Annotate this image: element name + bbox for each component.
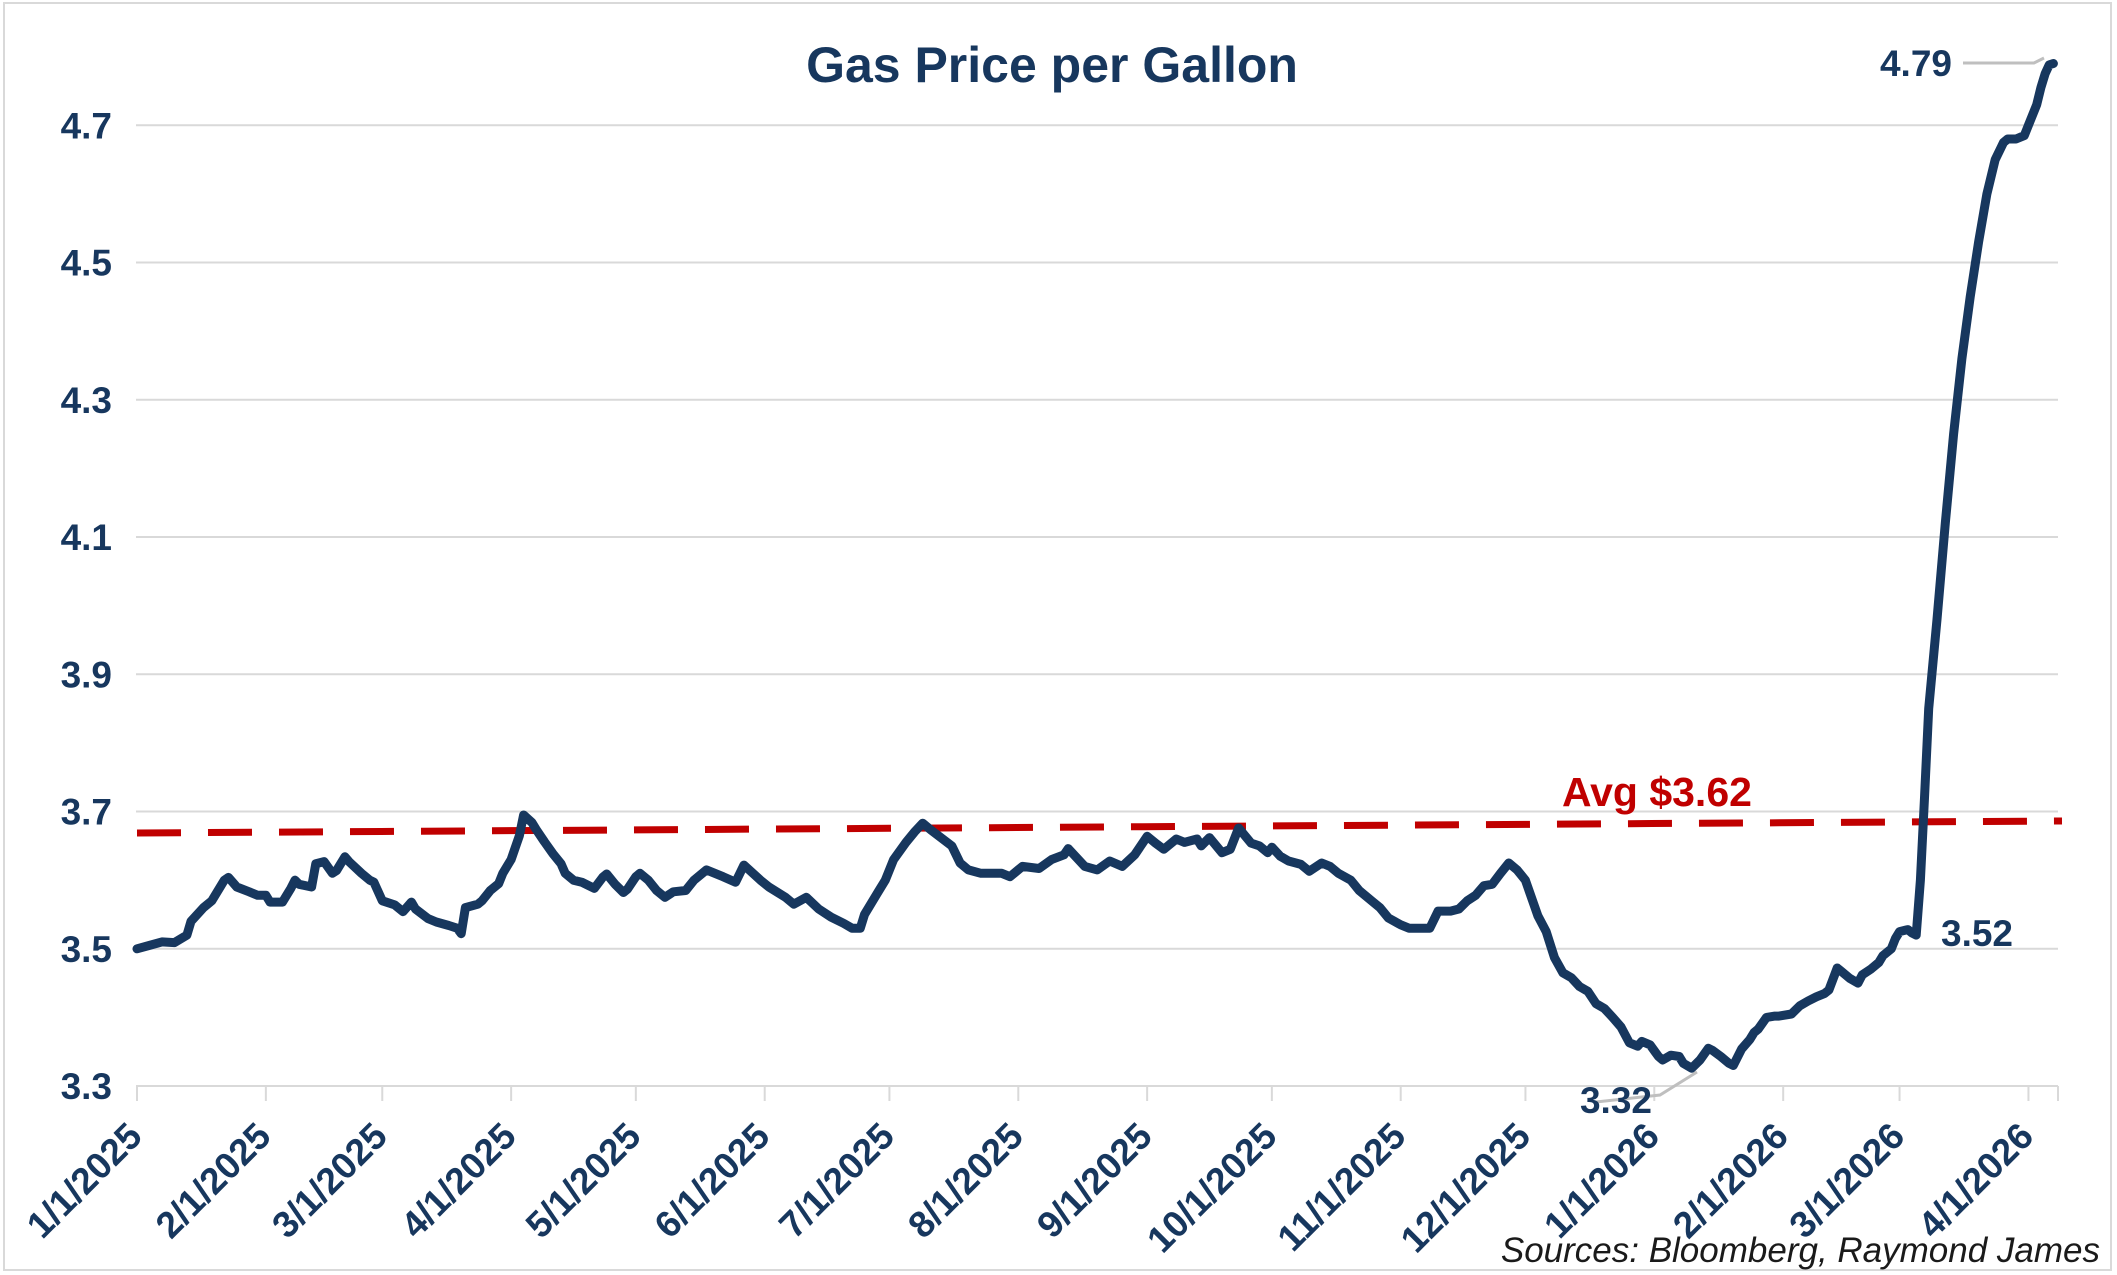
y-tick-label: 3.3 [61,1066,112,1107]
x-tick-label: 2/1/2026 [1665,1115,1796,1246]
gridlines [136,124,2058,1088]
x-tick-label: 2/1/2025 [148,1115,279,1246]
x-tick-label: 3/1/2025 [264,1115,395,1246]
x-tick-label: 3/1/2026 [1781,1115,1912,1246]
x-tick-label: 1/1/2026 [1536,1115,1667,1246]
pre-spike-annotation: 3.52 [1941,913,2013,954]
chart-border [3,2,2112,1271]
peak-leader-line [1963,56,2045,65]
average-dashed-line [136,817,2063,837]
x-tick-label: 10/1/2025 [1139,1115,1284,1260]
x-tick-label: 1/1/2025 [19,1115,150,1246]
y-tick-label: 4.5 [61,243,112,284]
y-tick-label: 3.7 [61,792,112,833]
price-line [132,59,2058,1073]
x-tick-label: 5/1/2025 [518,1115,649,1246]
price-line-series [132,59,2058,1073]
chart-title: Gas Price per Gallon [806,37,1298,93]
low-leader-line [1595,1070,1698,1104]
y-tick-label: 4.7 [61,105,112,146]
x-tick-label: 8/1/2025 [900,1115,1031,1246]
y-tick-label: 3.5 [61,929,112,970]
x-tick-label: 7/1/2025 [771,1115,902,1246]
x-tick-label: 9/1/2025 [1029,1115,1160,1246]
y-tick-label: 3.9 [61,654,112,695]
low-annotation: 3.32 [1580,1080,1652,1121]
x-tick-label: 4/1/2026 [1910,1115,2041,1246]
y-axis-labels: 3.3 3.5 3.7 3.9 4.1 4.3 4.5 4.7 [61,105,112,1107]
x-axis [136,1085,2059,1101]
y-tick-label: 4.1 [61,517,112,558]
y-tick-label: 4.3 [61,380,112,421]
avg-line-label: Avg $3.62 [1562,769,1752,815]
x-tick-label: 6/1/2025 [647,1115,778,1246]
x-tick-label: 4/1/2025 [393,1115,524,1246]
x-tick-label: 11/1/2025 [1270,1115,1414,1259]
source-note: Sources: Bloomberg, Raymond James [1501,1231,2100,1270]
peak-annotation: 4.79 [1880,43,1952,84]
